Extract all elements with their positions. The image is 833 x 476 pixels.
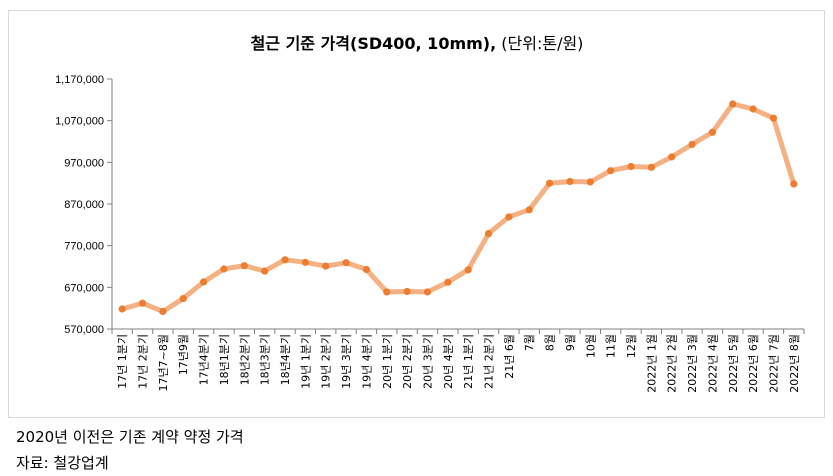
data-point (322, 262, 330, 270)
data-point (240, 262, 248, 270)
data-point (790, 180, 798, 188)
data-point (199, 278, 208, 286)
x-tick-label: 10월 (584, 334, 597, 358)
x-tick-label: 17년7~8월 (157, 334, 170, 391)
x-tick-label: 2022년 5월 (727, 334, 740, 393)
x-tick-label: 2022년 1월 (645, 334, 658, 393)
x-tick-label: 7월 (523, 334, 536, 351)
data-point (444, 278, 452, 286)
data-point (586, 178, 594, 186)
data-point (545, 179, 554, 187)
data-point (607, 167, 615, 175)
x-tick-label: 17년 2분기 (137, 334, 150, 389)
x-tick-label: 17년9월 (177, 334, 190, 375)
x-tick-label: 20년 2분기 (401, 334, 414, 389)
line-chart: 철근 기준 가격(SD400, 10mm), (단위:톤/원) 570,000 6… (55, 34, 805, 393)
data-point (525, 206, 533, 214)
data-point (220, 265, 228, 273)
data-point (627, 162, 635, 171)
x-tick-label: 20년 4분기 (442, 334, 455, 389)
x-tick-label: 18년3분기 (259, 334, 272, 385)
x-tick-label: 18년1분기 (218, 334, 231, 385)
data-point (403, 287, 411, 296)
x-tick-label: 18년4분기 (279, 334, 292, 385)
x-tick-label: 11월 (605, 334, 618, 358)
x-tick-label: 2022년 6월 (747, 334, 760, 393)
x-tick-label: 20년 1분기 (381, 334, 394, 389)
footnote-source: 자료: 철강업계 (16, 454, 109, 472)
y-tick-label: 670,000 (64, 282, 104, 294)
series-line (119, 101, 797, 314)
chart-title: 철근 기준 가격(SD400, 10mm), (단위:톤/원) (251, 34, 584, 53)
x-tick-label: 2022년 8월 (788, 334, 801, 393)
data-point (159, 307, 167, 316)
data-point (729, 100, 737, 108)
x-tick-label: 19년 4분기 (360, 334, 373, 389)
axes (111, 79, 804, 330)
y-tick-label: 870,000 (64, 199, 104, 211)
x-tick-label: 2022년 2월 (666, 334, 679, 393)
data-point (118, 305, 126, 313)
data-point (566, 177, 574, 186)
marker-layer (118, 100, 798, 316)
series-layer (119, 101, 797, 314)
x-tick-label: 2022년 7월 (767, 334, 780, 393)
x-tick-label: 2022년 4월 (706, 334, 719, 393)
data-point (261, 267, 269, 275)
x-tick-label: 9월 (564, 334, 577, 351)
data-point (647, 163, 655, 171)
chart-frame: 철근 기준 가격(SD400, 10mm), (단위:톤/원) 570,000 6… (8, 10, 825, 418)
x-tick-label: 2022년 3월 (686, 334, 699, 393)
x-tick-label: 20년 3분기 (421, 334, 434, 389)
x-tick-label: 19년 1분기 (299, 334, 312, 389)
y-tick-label: 970,000 (64, 157, 104, 169)
x-tick-label: 18년2분기 (238, 334, 251, 385)
data-point (708, 128, 717, 136)
x-tick-label: 17년4분기 (198, 334, 211, 385)
x-tick-label: 21년 1분기 (462, 334, 475, 389)
y-tick-label: 1,070,000 (55, 116, 104, 128)
x-axis-ticks: 17년 1분기 17년 2분기 17년7~8월 17년9월 17년4분기 18년1분기 18… (111, 329, 805, 393)
data-point (749, 105, 757, 113)
chart-title-unit: (단위:톤/원) (496, 34, 583, 53)
footnote-contract-price: 2020년 이전은 기존 계약 약정 가격 (16, 428, 244, 446)
x-tick-label: 12월 (625, 334, 638, 358)
data-point (281, 256, 289, 264)
y-axis-ticks: 570,000 670,000 770,000 870,000 970,000 1,070… (55, 74, 112, 336)
x-tick-label: 8월 (544, 334, 557, 351)
x-tick-label: 19년 3분기 (340, 334, 353, 389)
data-point (342, 259, 350, 267)
data-point (362, 265, 371, 274)
x-tick-label: 19년 2분기 (320, 334, 333, 389)
data-point (688, 140, 696, 149)
data-point (505, 213, 513, 221)
data-point (301, 258, 309, 266)
y-tick-label: 770,000 (64, 241, 104, 253)
data-point (423, 288, 432, 296)
x-tick-label: 17년 1분기 (116, 334, 129, 389)
x-tick-label: 21년 6월 (503, 334, 516, 379)
chart-title-main: 철근 기준 가격(SD400, 10mm), (251, 34, 497, 53)
data-point (464, 266, 472, 274)
data-point (668, 153, 676, 161)
y-tick-label: 1,170,000 (55, 74, 104, 86)
y-tick-label: 570,000 (64, 324, 104, 336)
data-point (138, 299, 147, 307)
x-tick-label: 21년 2분기 (483, 334, 496, 389)
data-point (383, 288, 391, 296)
data-point (484, 229, 493, 238)
data-point (179, 294, 187, 303)
data-point (769, 114, 778, 122)
